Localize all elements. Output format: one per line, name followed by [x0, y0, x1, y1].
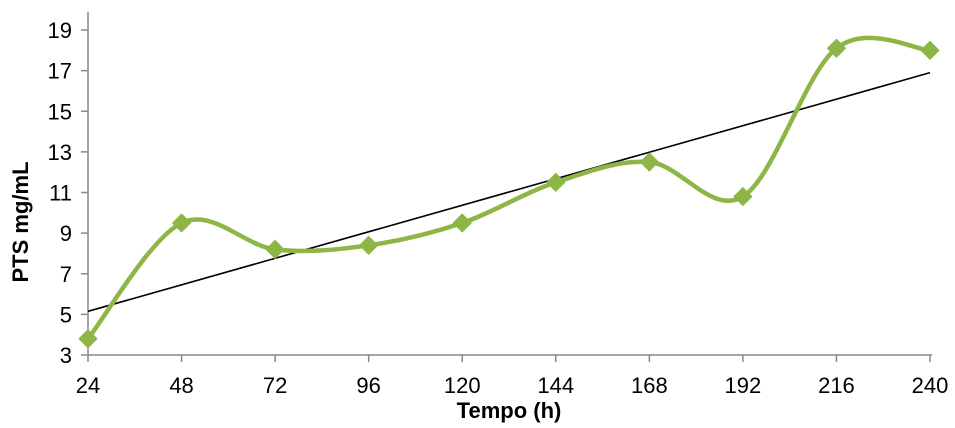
data-point-marker: [826, 38, 847, 58]
x-tick-label: 24: [76, 373, 100, 398]
x-tick-label: 72: [263, 373, 287, 398]
x-tick-label: 240: [912, 373, 949, 398]
x-tick-label: 96: [356, 373, 380, 398]
y-tick-label: 11: [49, 181, 72, 206]
data-point-marker: [920, 40, 940, 61]
linear-trendline: [87, 71, 931, 313]
y-tick-label: 17: [48, 59, 72, 84]
y-axis-title: PTS mg/mL: [8, 161, 33, 282]
y-tick-label: 9: [60, 221, 72, 246]
x-tick-label: 144: [537, 373, 574, 398]
y-tick-label: 13: [48, 140, 72, 165]
data-point-marker: [265, 239, 285, 260]
series-line: [85, 35, 933, 341]
x-tick-label: 48: [169, 373, 193, 398]
data-point-marker: [171, 213, 192, 233]
x-axis-title: Tempo (h): [457, 398, 562, 423]
y-tick-label: 3: [60, 343, 72, 368]
x-tick-label: 192: [725, 373, 762, 398]
series-group: [78, 35, 940, 349]
x-tick-label: 120: [444, 373, 481, 398]
data-point-marker: [358, 235, 379, 256]
data-point-marker: [733, 186, 753, 207]
data-point-marker: [546, 172, 566, 193]
y-tick-label: 7: [60, 262, 72, 287]
y-tick-label: 5: [60, 302, 72, 327]
axes: [87, 12, 932, 356]
data-point-marker: [78, 329, 98, 349]
x-tick-label: 216: [818, 373, 855, 398]
x-tick-label: 168: [631, 373, 668, 398]
data-point-marker: [452, 213, 472, 233]
data-point-marker: [639, 152, 660, 172]
x-ticks: 24 48 72 96 120 144 168 192 216 240: [76, 355, 949, 398]
y-tick-label: 15: [48, 99, 72, 124]
y-ticks: 3 5 7 9 11 13 15 17 19: [48, 18, 88, 368]
y-tick-label: 19: [48, 18, 72, 43]
